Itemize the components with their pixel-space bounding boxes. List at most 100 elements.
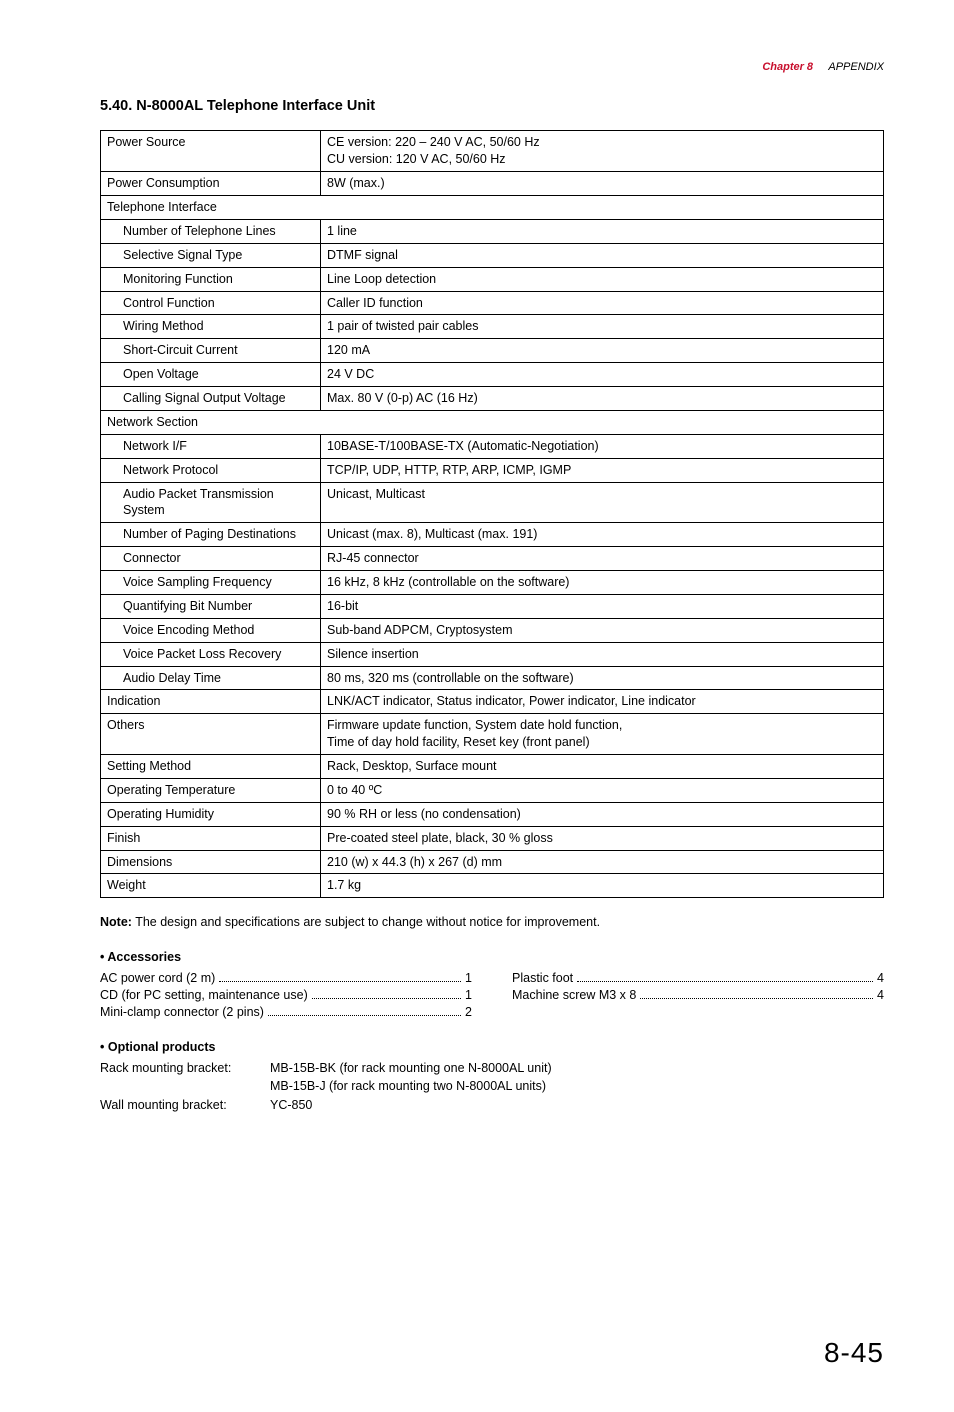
item-value: 1: [465, 970, 472, 987]
spec-key: Short-Circuit Current: [101, 339, 321, 363]
item-label: CD (for PC setting, maintenance use): [100, 987, 308, 1004]
spec-key: Number of Telephone Lines: [101, 219, 321, 243]
spec-value: CE version: 220 – 240 V AC, 50/60 HzCU v…: [321, 131, 884, 172]
table-row: FinishPre-coated steel plate, black, 30 …: [101, 826, 884, 850]
item-label: Machine screw M3 x 8: [512, 987, 636, 1004]
table-row: Network ProtocolTCP/IP, UDP, HTTP, RTP, …: [101, 458, 884, 482]
table-row: Wiring Method1 pair of twisted pair cabl…: [101, 315, 884, 339]
spec-value: RJ-45 connector: [321, 547, 884, 571]
item-value: 4: [877, 987, 884, 1004]
spec-key: Indication: [101, 690, 321, 714]
spec-key: Calling Signal Output Voltage: [101, 387, 321, 411]
table-row: Number of Paging DestinationsUnicast (ma…: [101, 523, 884, 547]
spacer: [816, 61, 825, 73]
table-row: Quantifying Bit Number16-bit: [101, 594, 884, 618]
opt-label: Rack mounting bracket:: [100, 1060, 270, 1077]
opt-label: Wall mounting bracket:: [100, 1097, 270, 1114]
chapter-label: Chapter 8: [762, 61, 813, 73]
accessories-left-col: AC power cord (2 m) 1CD (for PC setting,…: [100, 970, 472, 1021]
table-row: Open Voltage24 V DC: [101, 363, 884, 387]
table-row: Power SourceCE version: 220 – 240 V AC, …: [101, 131, 884, 172]
list-item: Mini-clamp connector (2 pins) 2: [100, 1004, 472, 1021]
item-label: AC power cord (2 m): [100, 970, 215, 987]
spec-key: Operating Humidity: [101, 802, 321, 826]
spec-key: Number of Paging Destinations: [101, 523, 321, 547]
table-row: Telephone Interface: [101, 196, 884, 220]
list-item: Rack mounting bracket:MB-15B-BK (for rac…: [100, 1060, 884, 1077]
spec-key: Power Consumption: [101, 172, 321, 196]
list-item: CD (for PC setting, maintenance use) 1: [100, 987, 472, 1004]
spec-value: DTMF signal: [321, 243, 884, 267]
spec-value: Rack, Desktop, Surface mount: [321, 755, 884, 779]
table-row: Weight1.7 kg: [101, 874, 884, 898]
chapter-title: APPENDIX: [828, 61, 884, 73]
list-item: MB-15B-J (for rack mounting two N-8000AL…: [100, 1078, 884, 1095]
spec-value: 210 (w) x 44.3 (h) x 267 (d) mm: [321, 850, 884, 874]
table-row: Audio Delay Time80 ms, 320 ms (controlla…: [101, 666, 884, 690]
list-item: Machine screw M3 x 8 4: [512, 987, 884, 1004]
dots: [268, 1015, 461, 1016]
table-row: Short-Circuit Current120 mA: [101, 339, 884, 363]
opt-value: MB-15B-J (for rack mounting two N-8000AL…: [270, 1078, 884, 1095]
table-row: IndicationLNK/ACT indicator, Status indi…: [101, 690, 884, 714]
note: Note: The design and specifications are …: [100, 914, 884, 931]
spec-key: Dimensions: [101, 850, 321, 874]
spec-value: 24 V DC: [321, 363, 884, 387]
table-row: Operating Temperature0 to 40 ºC: [101, 778, 884, 802]
table-row: Operating Humidity90 % RH or less (no co…: [101, 802, 884, 826]
table-row: Calling Signal Output VoltageMax. 80 V (…: [101, 387, 884, 411]
spec-table: Power SourceCE version: 220 – 240 V AC, …: [100, 130, 884, 898]
table-row: Voice Packet Loss RecoverySilence insert…: [101, 642, 884, 666]
spec-key: Voice Packet Loss Recovery: [101, 642, 321, 666]
spec-value: Unicast, Multicast: [321, 482, 884, 523]
note-text: The design and specifications are subjec…: [132, 915, 600, 929]
table-row: Setting MethodRack, Desktop, Surface mou…: [101, 755, 884, 779]
spec-value: 16 kHz, 8 kHz (controllable on the softw…: [321, 571, 884, 595]
accessories-heading: • Accessories: [100, 949, 884, 966]
spec-key: Monitoring Function: [101, 267, 321, 291]
spec-key: Setting Method: [101, 755, 321, 779]
table-row: Network Section: [101, 410, 884, 434]
dots: [640, 998, 873, 999]
list-item: Wall mounting bracket:YC-850: [100, 1097, 884, 1114]
table-row: Dimensions210 (w) x 44.3 (h) x 267 (d) m…: [101, 850, 884, 874]
spec-value: 120 mA: [321, 339, 884, 363]
item-value: 2: [465, 1004, 472, 1021]
note-label: Note:: [100, 915, 132, 929]
spec-value: 0 to 40 ºC: [321, 778, 884, 802]
spec-key: Connector: [101, 547, 321, 571]
table-row: Monitoring FunctionLine Loop detection: [101, 267, 884, 291]
spec-key: Network Section: [101, 410, 884, 434]
spec-value: 1 pair of twisted pair cables: [321, 315, 884, 339]
spec-key: Telephone Interface: [101, 196, 884, 220]
spec-key: Voice Sampling Frequency: [101, 571, 321, 595]
table-row: Number of Telephone Lines1 line: [101, 219, 884, 243]
spec-value: 1 line: [321, 219, 884, 243]
list-item: Plastic foot 4: [512, 970, 884, 987]
table-row: ConnectorRJ-45 connector: [101, 547, 884, 571]
spec-key: Selective Signal Type: [101, 243, 321, 267]
spec-key: Control Function: [101, 291, 321, 315]
spec-key: Weight: [101, 874, 321, 898]
opt-value: MB-15B-BK (for rack mounting one N-8000A…: [270, 1060, 884, 1077]
item-label: Plastic foot: [512, 970, 573, 987]
optional-heading: • Optional products: [100, 1039, 884, 1056]
spec-value: 10BASE-T/100BASE-TX (Automatic-Negotiati…: [321, 434, 884, 458]
spec-value: Silence insertion: [321, 642, 884, 666]
spec-key: Quantifying Bit Number: [101, 594, 321, 618]
page-number: 8-45: [100, 1334, 884, 1372]
spec-value: TCP/IP, UDP, HTTP, RTP, ARP, ICMP, IGMP: [321, 458, 884, 482]
table-row: Network I/F10BASE-T/100BASE-TX (Automati…: [101, 434, 884, 458]
item-label: Mini-clamp connector (2 pins): [100, 1004, 264, 1021]
list-item: AC power cord (2 m) 1: [100, 970, 472, 987]
spec-key: Audio Delay Time: [101, 666, 321, 690]
table-row: Power Consumption8W (max.): [101, 172, 884, 196]
spec-value: 1.7 kg: [321, 874, 884, 898]
dots: [219, 981, 461, 982]
spec-key: Wiring Method: [101, 315, 321, 339]
accessories-columns: AC power cord (2 m) 1CD (for PC setting,…: [100, 970, 884, 1021]
table-row: Voice Encoding MethodSub-band ADPCM, Cry…: [101, 618, 884, 642]
table-row: Control FunctionCaller ID function: [101, 291, 884, 315]
spec-value: 80 ms, 320 ms (controllable on the softw…: [321, 666, 884, 690]
spec-key: Others: [101, 714, 321, 755]
